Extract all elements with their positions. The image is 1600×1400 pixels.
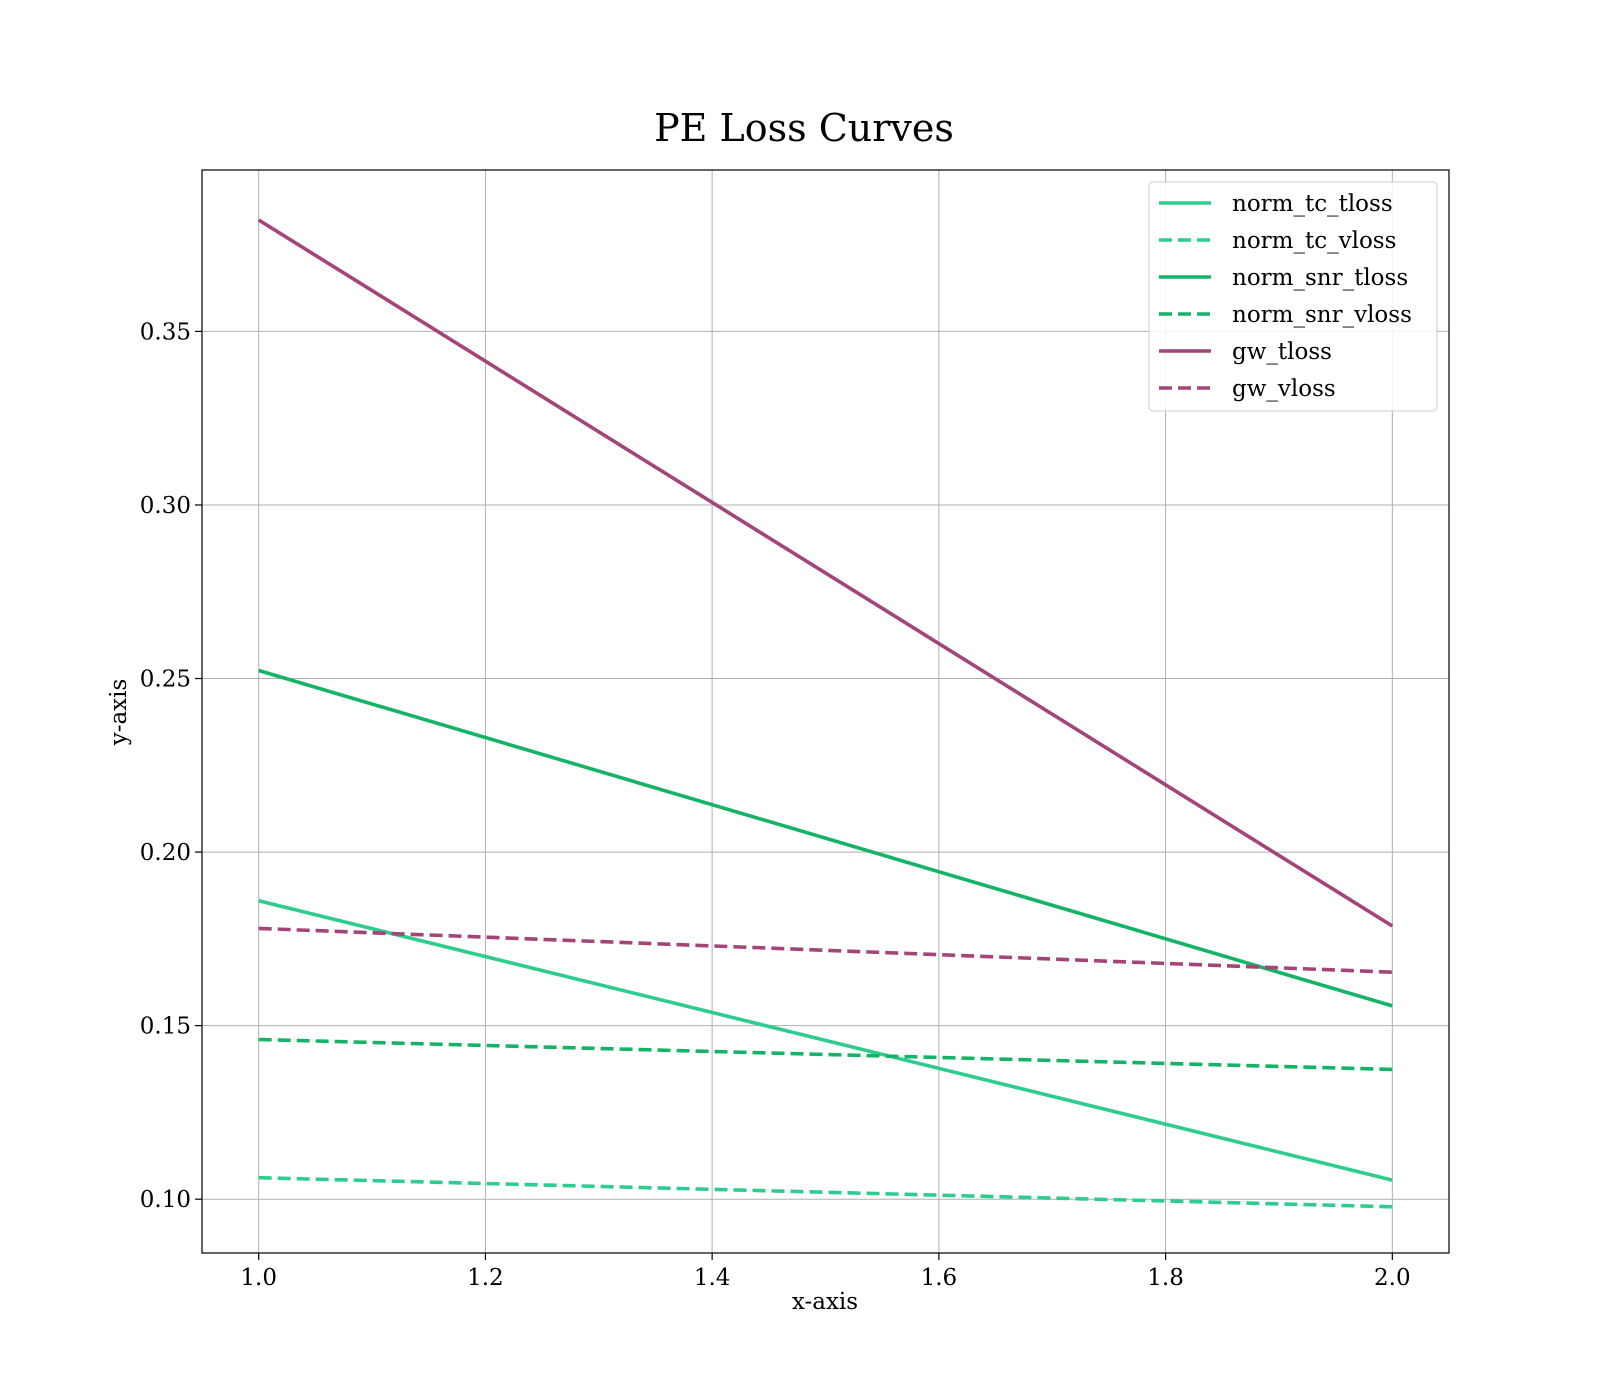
legend-label: gw_tloss: [1232, 339, 1332, 365]
grid: [202, 170, 1449, 1253]
legend-label: norm_snr_tloss: [1232, 265, 1408, 291]
legend-label: norm_snr_vloss: [1232, 302, 1412, 328]
legend-label: norm_tc_tloss: [1232, 191, 1393, 217]
series-layer: [257, 218, 1394, 1209]
x-ticks: 1.0 1.2 1.4 1.6 1.8 2.0: [240, 1253, 1411, 1291]
y-tick-label: 0.30: [140, 493, 191, 519]
legend-box: [1148, 181, 1438, 412]
y-tick-label: 0.10: [140, 1187, 191, 1213]
chart-title: PE Loss Curves: [654, 106, 954, 150]
series-line-norm-tc-tloss: [258, 898, 1393, 1182]
series-line-gw-tloss: [257, 218, 1394, 928]
x-tick-label: 1.4: [694, 1265, 731, 1291]
y-ticks: 0.10 0.15 0.20 0.25 0.30 0.35: [140, 319, 202, 1213]
x-tick-label: 1.6: [921, 1265, 958, 1291]
y-axis-label: y-axis: [106, 679, 132, 747]
x-tick-label: 2.0: [1374, 1265, 1411, 1291]
y-tick-label: 0.25: [140, 667, 191, 693]
legend-label: norm_tc_vloss: [1232, 228, 1396, 254]
y-tick-label: 0.20: [140, 840, 191, 866]
y-tick-label: 0.35: [140, 319, 191, 345]
legend-label: gw_vloss: [1232, 376, 1336, 402]
x-axis-label: x-axis: [792, 1289, 858, 1315]
x-tick-label: 1.0: [240, 1265, 277, 1291]
x-tick-label: 1.8: [1147, 1265, 1184, 1291]
series-line-norm-snr-tloss: [258, 668, 1393, 1008]
y-tick-label: 0.15: [140, 1014, 191, 1040]
plot-frame: [201, 169, 1450, 1254]
x-tick-label: 1.2: [467, 1265, 504, 1291]
legend: norm_tc_tloss norm_tc_vloss norm_snr_tloss…: [1148, 181, 1438, 412]
